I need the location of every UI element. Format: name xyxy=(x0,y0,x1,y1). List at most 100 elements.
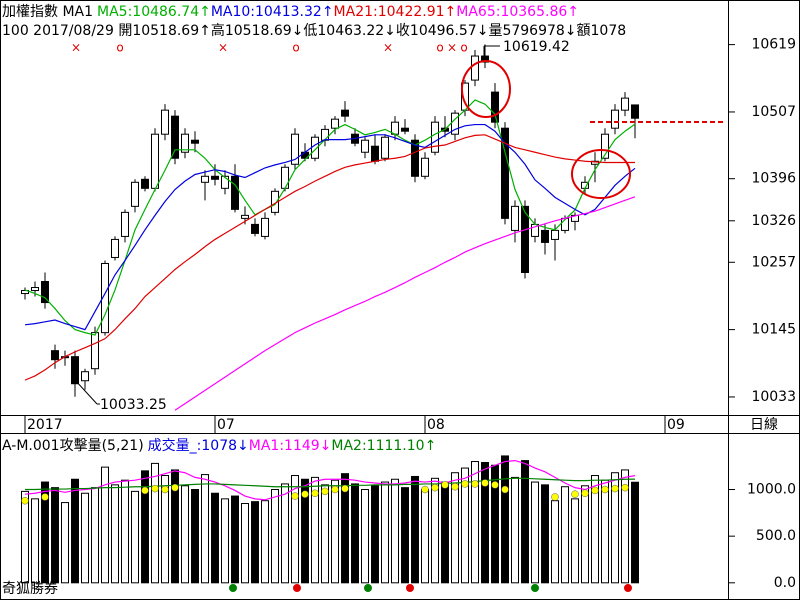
volume-bar xyxy=(81,492,89,584)
volume-bar xyxy=(501,455,509,584)
volume-bar xyxy=(261,500,269,584)
volume-bar xyxy=(411,475,419,584)
signal-mark: × xyxy=(447,41,457,55)
candle-body xyxy=(251,223,259,234)
candle-body xyxy=(471,55,479,81)
highlight-circle xyxy=(461,60,511,118)
candle-body xyxy=(191,139,199,144)
attack-point xyxy=(491,481,499,489)
candle-body xyxy=(511,205,519,231)
candle-body xyxy=(381,136,389,159)
volume-bar xyxy=(601,479,609,584)
signal-mark: o xyxy=(116,41,123,55)
attack-point xyxy=(21,496,29,505)
volume-bar xyxy=(471,461,479,584)
attack-point xyxy=(41,493,49,501)
volume-legend: A-M.001攻擊量(5,21) 成交量_:1078↓MA1:1149↓MA2:1… xyxy=(2,437,436,454)
candle-body xyxy=(491,91,499,123)
attack-point xyxy=(291,492,299,500)
candle-body xyxy=(211,175,219,180)
candle-body xyxy=(451,112,459,135)
attack-point xyxy=(471,480,479,488)
low-annotation: 10033.25 xyxy=(100,397,167,413)
plot-layer xyxy=(21,44,639,584)
volume-bar xyxy=(481,461,489,584)
candle-body xyxy=(71,356,79,385)
volume-bar xyxy=(71,478,79,584)
volume-bar xyxy=(61,502,69,584)
attack-point xyxy=(581,489,589,497)
volume-bar xyxy=(41,481,49,584)
volume-bar xyxy=(391,478,399,584)
signal-mark: o xyxy=(436,41,443,55)
attack-point xyxy=(601,485,609,494)
candle-body xyxy=(601,133,609,159)
volume-bar xyxy=(531,481,539,584)
volume-bar xyxy=(331,479,339,584)
signal-dots xyxy=(229,584,632,592)
ma-line xyxy=(24,134,636,381)
candle-body xyxy=(141,178,149,189)
y-tick-label: 10257 xyxy=(751,254,796,270)
candle-body xyxy=(521,205,529,273)
volume-bar xyxy=(171,469,179,584)
attack-point xyxy=(441,481,449,489)
volume-bar xyxy=(421,489,429,584)
candle-body xyxy=(361,139,369,153)
candle-body xyxy=(621,97,629,111)
attack-point xyxy=(571,490,579,498)
attack-point xyxy=(421,485,429,494)
high-annotation: 10619.42 xyxy=(503,39,570,55)
brand: 奇狐勝券 xyxy=(2,580,58,597)
volume-bar xyxy=(441,481,449,584)
volume-bar xyxy=(341,473,349,584)
attack-point xyxy=(311,489,319,497)
candle-body xyxy=(431,121,439,153)
candle-body xyxy=(91,332,99,370)
volume-bar xyxy=(451,472,459,584)
candle-body xyxy=(591,160,599,165)
volume-ma-line xyxy=(25,477,636,491)
y2-tick-label: 0.0 xyxy=(774,575,796,591)
volume-bar xyxy=(101,466,109,584)
volume-bar xyxy=(301,478,309,584)
volume-bar xyxy=(91,487,99,584)
volume-bar xyxy=(311,476,319,584)
y2-tick-label: 1000.0 xyxy=(747,482,796,498)
volume-bar xyxy=(271,489,279,584)
y-tick-label: 10326 xyxy=(751,213,796,229)
volume-bar xyxy=(621,469,629,584)
y-tick-label: 10145 xyxy=(751,322,796,338)
header-title: 加權指數 MA1 xyxy=(2,4,93,20)
signal-mark: × xyxy=(383,41,393,55)
volume-bar xyxy=(221,498,229,584)
ma-line xyxy=(24,123,636,331)
candle-body xyxy=(551,229,559,240)
attack-point xyxy=(621,483,629,492)
volume-bar xyxy=(611,472,619,584)
candle-body xyxy=(81,371,89,382)
candle-body xyxy=(541,229,549,243)
candle-body xyxy=(421,157,429,177)
candle-body xyxy=(221,175,229,189)
volume-bar xyxy=(151,462,159,584)
annotation-leader xyxy=(74,379,98,405)
candle-body xyxy=(631,104,639,119)
attack-point xyxy=(611,484,619,493)
signal-mark: o xyxy=(460,41,467,55)
volume-bar xyxy=(581,485,589,584)
volume-bar xyxy=(161,475,169,584)
x-tick-label: 09 xyxy=(667,417,685,433)
volume-bar xyxy=(631,481,639,584)
candle-body xyxy=(481,55,489,63)
x-tick-label: 2017 xyxy=(27,417,63,433)
y-tick-label: 10619 xyxy=(751,37,796,53)
volume-bar xyxy=(591,475,599,584)
candle-body xyxy=(181,133,189,153)
volume-bar xyxy=(241,503,249,584)
volume-bar xyxy=(201,474,209,584)
volume-bar xyxy=(521,460,529,584)
candle-body xyxy=(161,109,169,135)
